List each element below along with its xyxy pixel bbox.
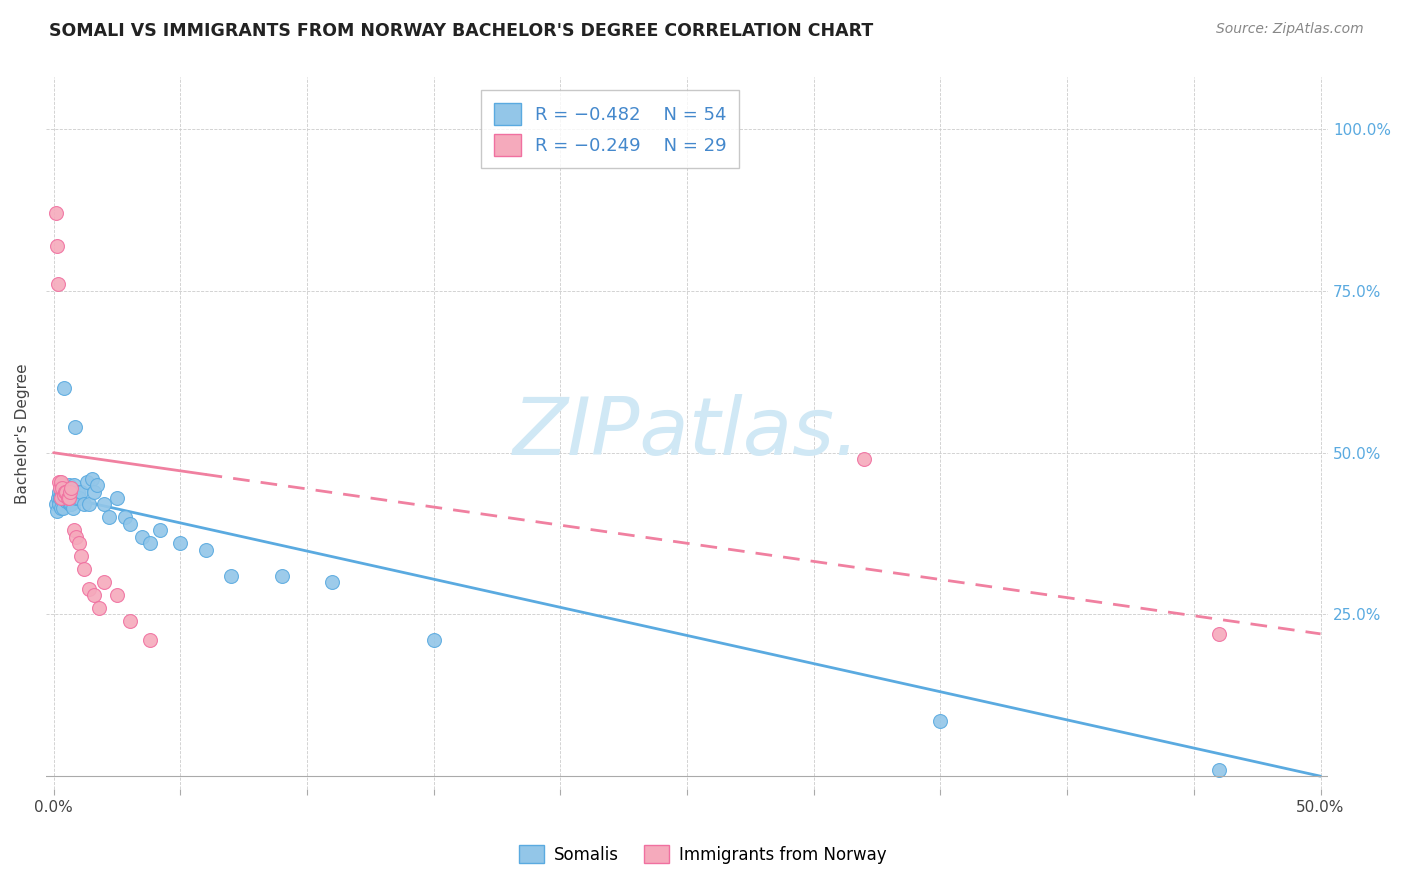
Point [55,481,77,495]
Point [51,481,73,495]
Point [56,484,79,499]
Point [83,588,105,602]
Point [52,500,75,515]
Point [51,491,73,505]
Point [105,491,128,505]
Point [48,484,70,499]
Point [46,504,69,518]
Text: Source: ZipAtlas.com: Source: ZipAtlas.com [1216,22,1364,37]
Point [58,478,80,492]
Point [49,481,72,495]
Point [929,714,952,729]
Point [98,510,121,524]
Point [73,498,96,512]
Point [49,491,72,505]
Point [321,575,343,590]
Y-axis label: Bachelor's Degree: Bachelor's Degree [15,363,30,504]
Point [59,498,82,512]
Point [62,491,84,505]
Point [194,542,217,557]
Legend: Somalis, Immigrants from Norway: Somalis, Immigrants from Norway [513,838,893,871]
Point [59,498,82,512]
Point [45,498,67,512]
Point [422,633,444,648]
Point [53,491,76,505]
Point [59,484,82,499]
Point [58,494,80,508]
Point [60,484,83,499]
Point [66,484,89,499]
Point [77,498,100,512]
Point [55,494,77,508]
Point [53,484,76,499]
Point [270,568,292,582]
Point [53,481,76,495]
Point [51,484,73,499]
Point [46,491,69,505]
Point [67,491,90,505]
Point [51,475,73,489]
Point [89,601,111,615]
Point [65,530,87,544]
Point [62,500,84,515]
Point [67,536,90,550]
Point [63,419,86,434]
Point [70,549,93,564]
Point [52,488,75,502]
Point [70,484,93,499]
Point [60,481,83,495]
Point [83,484,105,499]
Point [139,536,162,550]
Point [48,498,70,512]
Point [65,491,87,505]
Point [131,530,153,544]
Point [58,491,80,505]
Point [93,498,115,512]
Point [56,491,79,505]
Point [46,238,69,252]
Point [58,484,80,499]
Point [118,614,141,628]
Point [80,472,103,486]
Point [46,277,69,292]
Point [118,516,141,531]
Point [48,475,70,489]
Point [63,524,86,538]
Point [1208,763,1230,777]
Point [853,452,876,467]
Point [51,484,73,499]
Point [76,475,98,489]
Point [49,491,72,505]
Point [73,562,96,576]
Point [49,500,72,515]
Point [169,536,191,550]
Point [52,381,75,395]
Point [77,582,100,596]
Point [93,575,115,590]
Legend: R = −0.482    N = 54, R = −0.249    N = 29: R = −0.482 N = 54, R = −0.249 N = 29 [481,90,740,169]
Point [1208,627,1230,641]
Point [149,524,172,538]
Point [105,588,128,602]
Text: ZIPatlas.: ZIPatlas. [513,394,860,472]
Point [45,206,67,220]
Point [139,633,162,648]
Point [219,568,242,582]
Point [55,484,77,499]
Point [55,491,77,505]
Point [86,478,108,492]
Point [63,478,86,492]
Text: SOMALI VS IMMIGRANTS FROM NORWAY BACHELOR'S DEGREE CORRELATION CHART: SOMALI VS IMMIGRANTS FROM NORWAY BACHELO… [49,22,873,40]
Point [114,510,136,524]
